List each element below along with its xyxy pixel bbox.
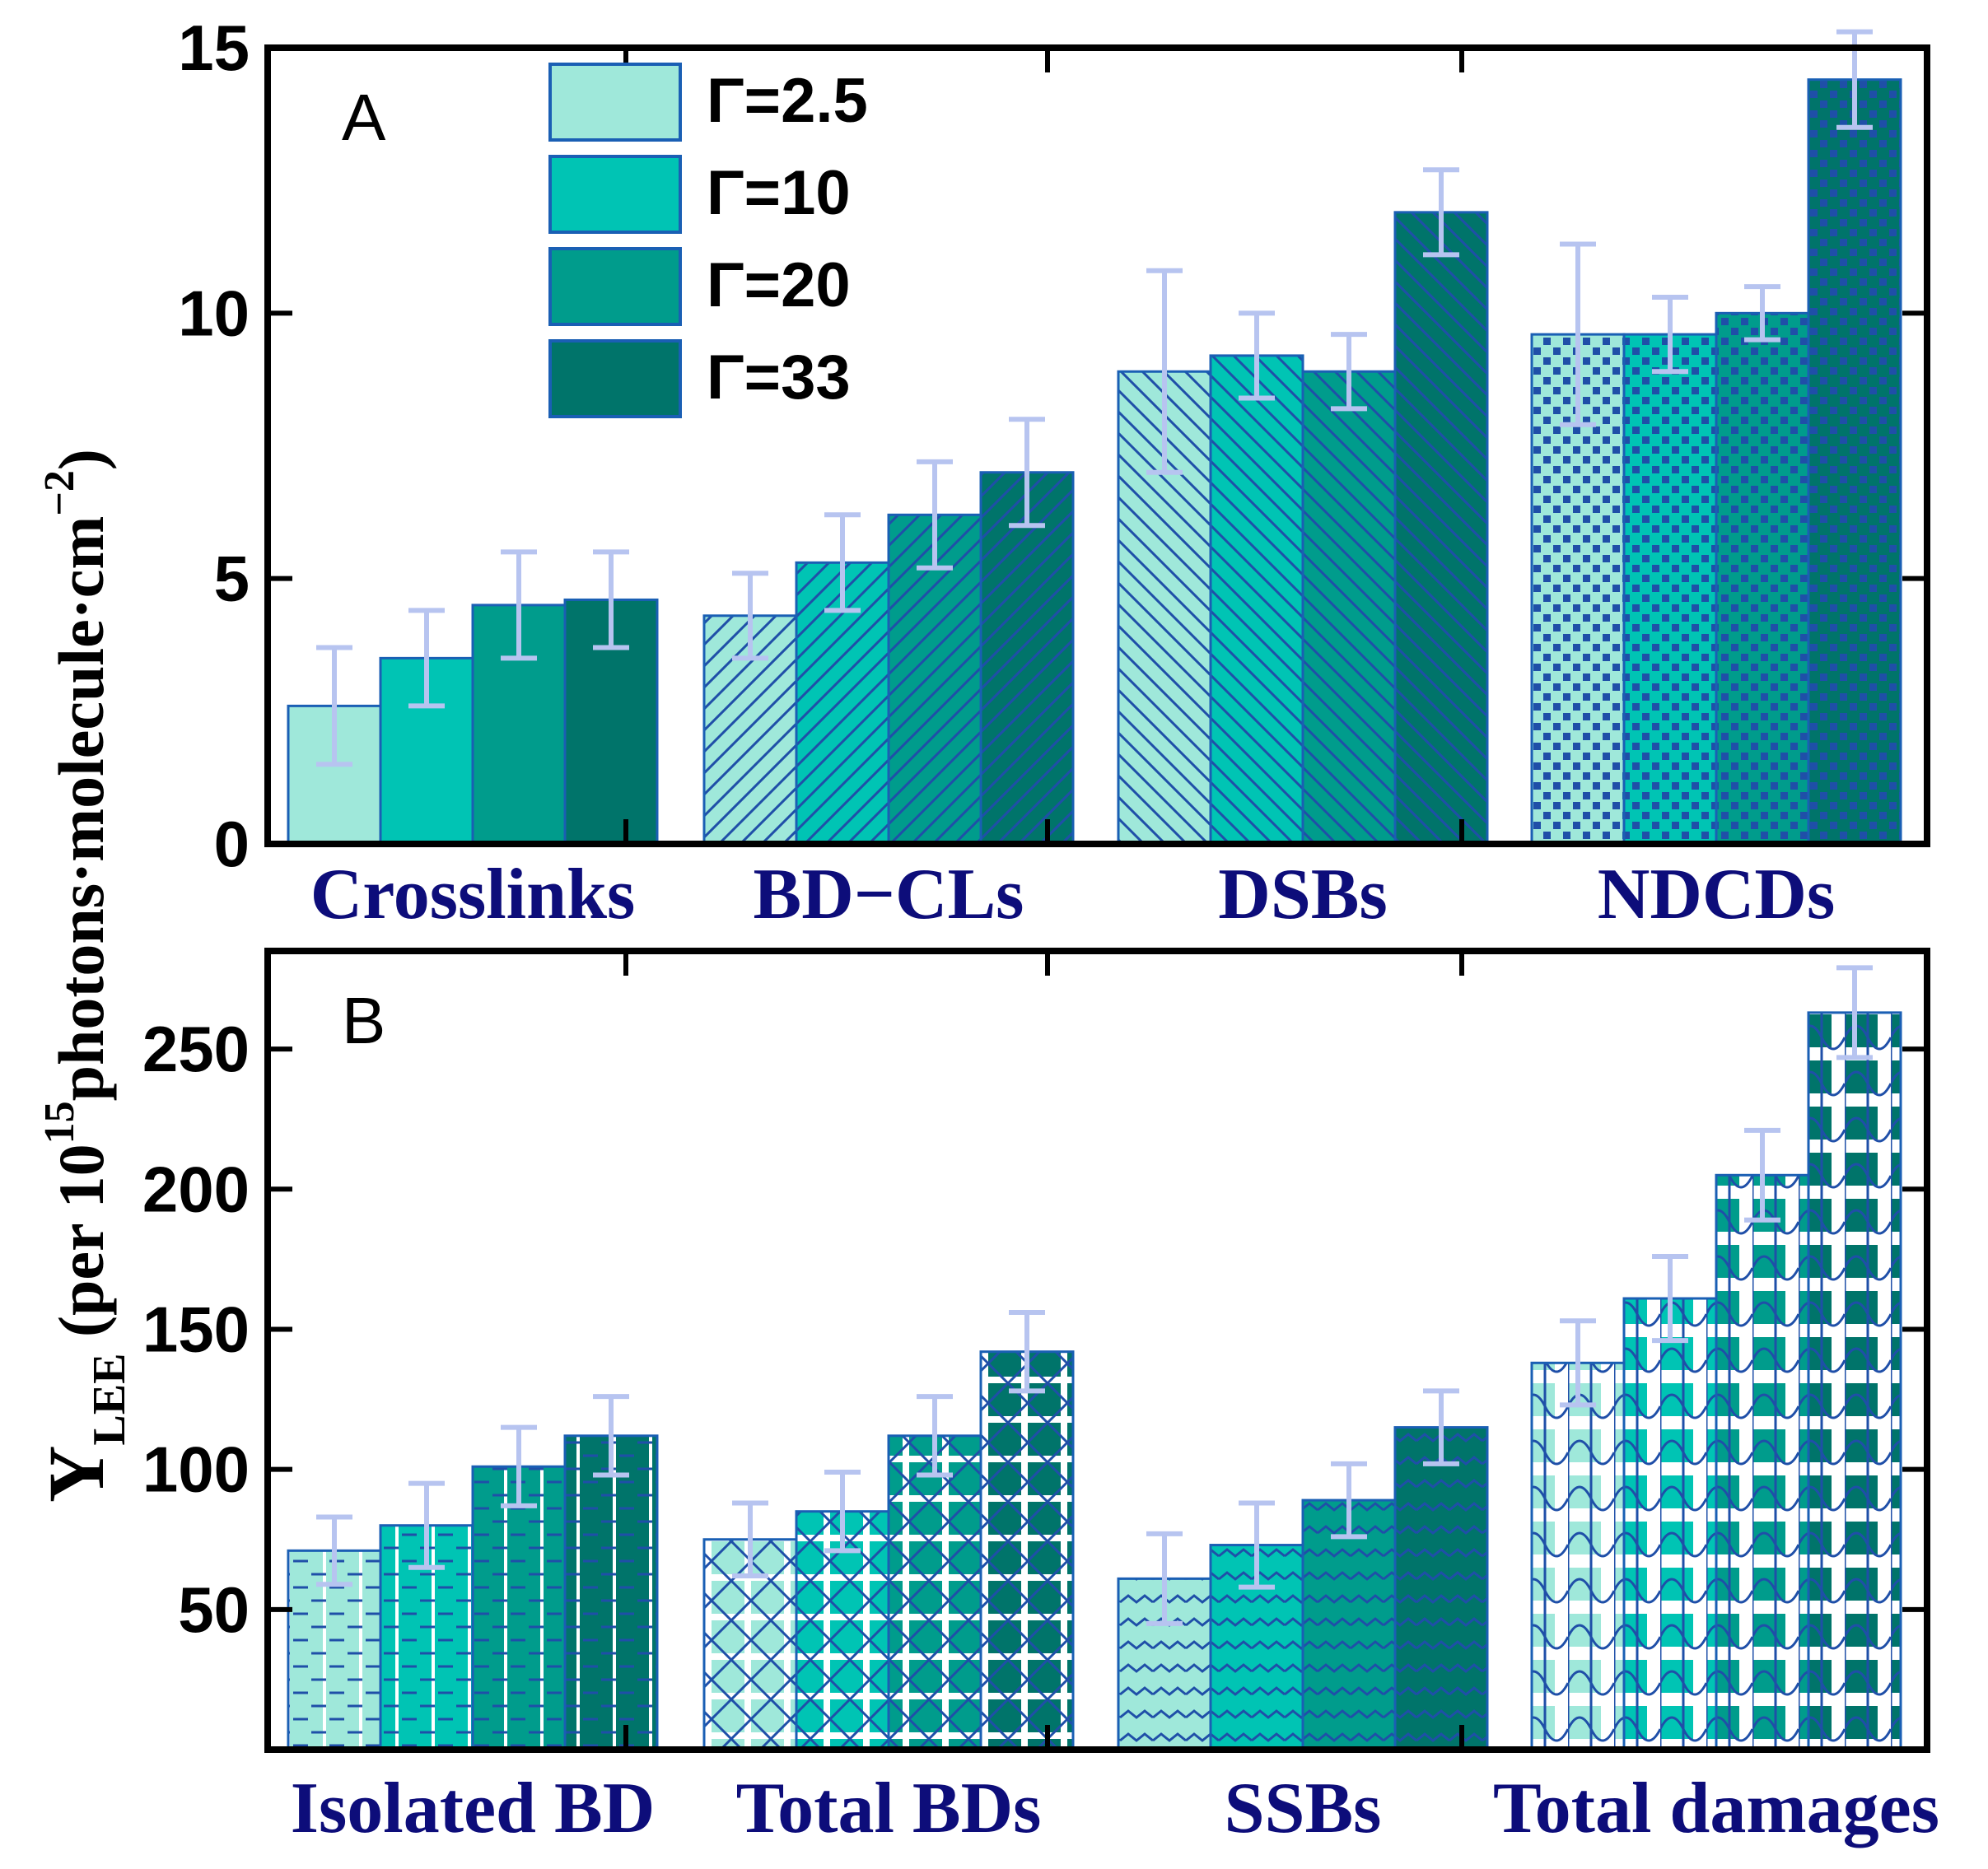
bar-b-3-2 [1715, 1173, 1810, 1751]
y-tick-label-b: 150 [142, 1293, 250, 1365]
error-bar-b-0-0 [316, 1514, 352, 1587]
bar-b-1-3 [979, 1350, 1075, 1751]
bar-a-2-3 [1393, 211, 1489, 846]
bar-a-3-1 [1622, 333, 1718, 846]
error-bar-a-2-1 [1239, 310, 1275, 401]
error-bar-b-2-0 [1146, 1531, 1183, 1626]
ylabel-text-2: photons·molecule·cm [45, 516, 117, 1102]
error-bar-b-2-2 [1331, 1461, 1367, 1540]
y-tick-label-a: 10 [178, 277, 250, 349]
y-tick-label-b: 250 [142, 1013, 250, 1085]
error-bar-b-3-2 [1744, 1127, 1780, 1223]
plot-frame-b [264, 948, 1930, 1753]
bar-a-1-3 [979, 471, 1075, 846]
category-label-b-3: Total damages [1493, 1769, 1939, 1848]
panel-letter-b: B [342, 984, 385, 1057]
bar-b-2-2 [1301, 1498, 1397, 1751]
panel-letter-a: A [342, 81, 386, 154]
ylabel-subscript: LEE [84, 1354, 135, 1446]
legend-label-2: Γ=20 [707, 250, 851, 320]
error-bar-a-1-1 [824, 512, 861, 613]
error-bar-a-0-2 [501, 549, 537, 661]
category-label-b-2: SSBs [1225, 1769, 1382, 1848]
bar-a-3-2 [1715, 311, 1810, 846]
legend-swatch-2 [548, 247, 682, 326]
legend-label-1: Γ=10 [707, 158, 851, 228]
bar-b-1-2 [887, 1434, 982, 1751]
ylabel-text-3: ) [45, 449, 117, 470]
error-bar-a-0-3 [593, 549, 629, 650]
error-bar-a-3-1 [1652, 294, 1688, 375]
legend-label-0: Γ=2.5 [707, 66, 868, 136]
panel-a: 0 5 10 15 Crosslinks BD−CLs DSBs NDCDs A [178, 12, 1930, 934]
bar-b-0-3 [563, 1434, 659, 1751]
bar-a-2-2 [1301, 370, 1397, 846]
error-bar-b-1-2 [917, 1394, 953, 1478]
category-label-a-2: DSBs [1218, 855, 1387, 934]
ylabel-superscript-2: −2 [36, 470, 83, 516]
error-bar-a-1-3 [1009, 417, 1045, 529]
ylabel-text-1: (per 10 [45, 1144, 117, 1353]
panel-b: 50 100 150 200 250 Isolated BD Total BDs SSBs To… [142, 948, 1939, 1848]
category-label-a-3: NDCDs [1598, 855, 1835, 934]
bar-a-3-3 [1807, 78, 1902, 846]
error-bar-a-3-2 [1744, 284, 1780, 343]
legend-label-3: Γ=33 [707, 343, 851, 412]
error-bar-a-2-0 [1146, 268, 1183, 475]
legend-swatch-3 [548, 339, 682, 418]
error-bar-b-3-0 [1560, 1318, 1596, 1408]
legend: Γ=2.5 Γ=10 Γ=20 Γ=33 [548, 63, 868, 418]
y-tick-label-b: 200 [142, 1153, 250, 1225]
y-tick-label-a: 15 [178, 12, 250, 84]
bar-b-3-0 [1530, 1361, 1626, 1751]
ylabel-superscript-1: 15 [36, 1101, 83, 1144]
error-bar-a-1-0 [732, 571, 768, 661]
y-tick-label-a: 5 [214, 543, 250, 615]
category-label-a-0: Crosslinks [310, 855, 636, 934]
error-bar-a-0-0 [316, 645, 352, 767]
error-bar-b-1-0 [732, 1500, 768, 1578]
bar-a-2-1 [1209, 354, 1304, 846]
category-label-a-1: BD−CLs [754, 855, 1024, 934]
error-bar-b-2-1 [1239, 1500, 1275, 1590]
error-bar-b-0-1 [408, 1480, 445, 1570]
error-bar-b-1-3 [1009, 1310, 1045, 1394]
error-bar-b-0-3 [593, 1394, 629, 1478]
error-bar-b-0-2 [501, 1424, 537, 1508]
legend-swatch-0 [548, 63, 682, 142]
ylabel-main: Y [32, 1446, 120, 1503]
error-bar-b-1-1 [824, 1470, 861, 1554]
error-bar-a-2-3 [1423, 167, 1459, 258]
error-bar-b-3-3 [1836, 965, 1873, 1060]
bar-b-3-1 [1622, 1297, 1718, 1751]
error-bar-a-2-2 [1331, 332, 1367, 412]
bar-b-3-3 [1807, 1011, 1902, 1751]
bar-b-0-2 [471, 1465, 567, 1751]
plot-frame-a [264, 44, 1930, 847]
error-bar-a-3-0 [1560, 241, 1596, 427]
error-bar-b-3-1 [1652, 1253, 1688, 1344]
y-tick-label-b: 100 [142, 1433, 250, 1506]
bar-b-2-3 [1393, 1426, 1489, 1751]
legend-swatch-1 [548, 155, 682, 234]
category-label-b-1: Total BDs [736, 1769, 1042, 1848]
category-label-b-0: Isolated BD [291, 1769, 656, 1848]
error-bar-b-2-3 [1423, 1388, 1459, 1466]
y-tick-label-b: 50 [178, 1573, 250, 1646]
error-bar-a-1-2 [917, 459, 953, 571]
error-bar-a-0-1 [408, 608, 445, 709]
y-axis-label: YLEE (per 1015photons·molecule·cm−2) [32, 449, 135, 1503]
y-tick-label-a: 0 [214, 808, 250, 880]
